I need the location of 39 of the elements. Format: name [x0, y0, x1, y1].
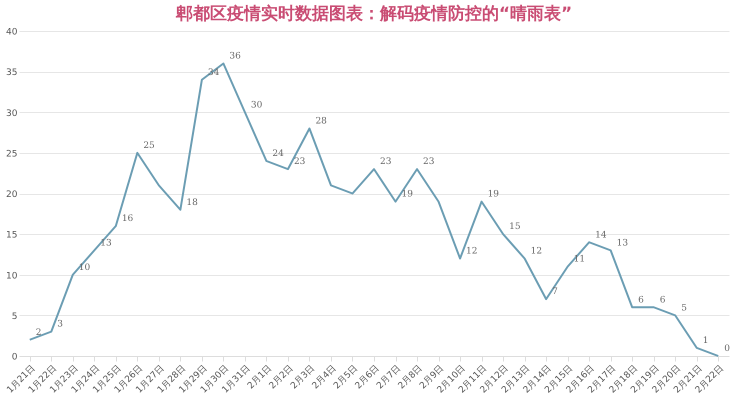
y-tick-label: 5 — [12, 312, 18, 322]
data-label: 13 — [100, 238, 112, 248]
chart-title: 郫都区疫情实时数据图表：解码疫情防控的“晴雨表” — [174, 4, 572, 24]
data-label: 6 — [638, 295, 644, 306]
y-tick-label: 35 — [6, 68, 18, 78]
data-label: 0 — [724, 344, 730, 354]
data-label: 18 — [186, 198, 198, 208]
data-label: 19 — [402, 190, 414, 200]
y-tick-label: 40 — [6, 28, 18, 38]
data-label: 7 — [552, 287, 558, 298]
data-label: 11 — [574, 254, 586, 265]
data-label: 23 — [423, 157, 435, 168]
y-tick-label: 10 — [6, 271, 18, 282]
data-label: 23 — [294, 157, 306, 168]
y-tick-label: 25 — [6, 149, 18, 160]
data-label: 16 — [122, 214, 134, 224]
line-series — [28, 62, 720, 357]
y-tick-label: 15 — [6, 230, 18, 241]
data-label: 19 — [488, 190, 500, 200]
data-label: 23 — [380, 157, 392, 168]
data-label: 24 — [272, 149, 284, 159]
y-tick-label: 30 — [6, 108, 18, 119]
data-label: 30 — [250, 100, 263, 110]
data-label: 5 — [681, 303, 688, 314]
data-label: 6 — [660, 295, 666, 306]
data-label: 10 — [78, 262, 91, 273]
data-label: 12 — [530, 246, 542, 256]
data-label: 2 — [36, 328, 42, 338]
y-tick-label: 0 — [12, 352, 18, 362]
data-label: 28 — [315, 116, 328, 126]
data-label: 1 — [702, 336, 708, 346]
data-label: 3 — [57, 320, 64, 330]
data-label: 13 — [616, 238, 628, 248]
data-label: 25 — [143, 140, 156, 151]
data-label: 14 — [595, 230, 607, 240]
data-label: 36 — [229, 52, 242, 62]
data-label: 12 — [466, 246, 478, 256]
y-tick-label: 20 — [6, 190, 18, 200]
data-label: 15 — [509, 222, 521, 232]
